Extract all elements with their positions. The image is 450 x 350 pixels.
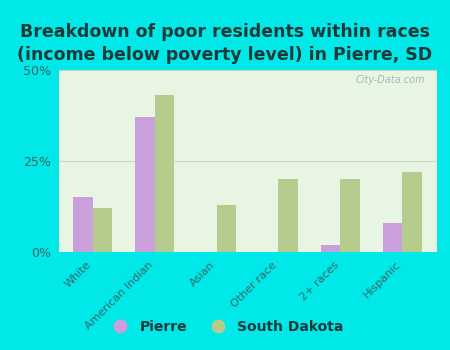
Text: City-Data.com: City-Data.com xyxy=(356,76,425,85)
Bar xyxy=(73,197,93,252)
Bar xyxy=(320,245,341,252)
Legend: Pierre, South Dakota: Pierre, South Dakota xyxy=(101,314,349,340)
Bar xyxy=(216,205,236,252)
Bar xyxy=(135,117,154,252)
Bar xyxy=(154,96,175,252)
Text: Breakdown of poor residents within races
(income below poverty level) in Pierre,: Breakdown of poor residents within races… xyxy=(18,23,432,64)
Bar xyxy=(402,172,422,252)
Bar xyxy=(382,223,402,252)
Bar xyxy=(279,179,298,252)
Bar xyxy=(93,208,112,252)
Bar xyxy=(341,179,360,252)
